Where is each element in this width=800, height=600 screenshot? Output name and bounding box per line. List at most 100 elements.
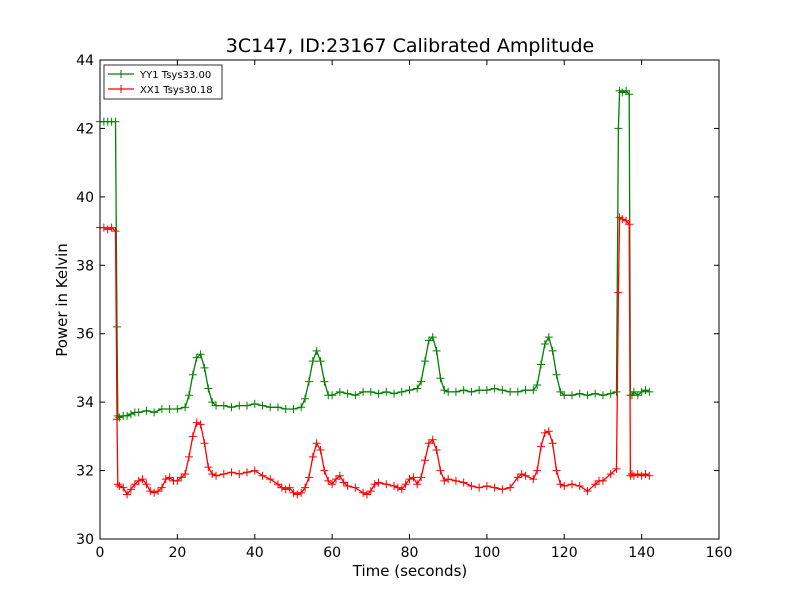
data-point (405, 386, 414, 395)
data-point (297, 403, 306, 412)
data-point (150, 488, 159, 497)
data-point (146, 487, 155, 496)
y-axis-title: Power in Kelvin (53, 243, 71, 357)
y-tick-label: 36 (76, 327, 94, 343)
data-point (490, 384, 499, 393)
data-point (506, 387, 515, 396)
data-point (436, 374, 445, 383)
data-point (498, 386, 507, 395)
data-point (409, 473, 418, 482)
data-point (119, 483, 128, 492)
data-point (612, 387, 621, 396)
data-point (490, 483, 499, 492)
data-point (273, 480, 282, 489)
data-point (521, 471, 530, 480)
data-point (637, 387, 646, 396)
data-point (417, 473, 426, 482)
data-point (324, 476, 333, 485)
data-point (181, 469, 190, 478)
data-point (227, 403, 236, 412)
data-point (258, 471, 267, 480)
data-point (235, 469, 244, 478)
data-point (192, 353, 201, 362)
data-point (374, 478, 383, 487)
data-point (351, 391, 360, 400)
data-point (529, 475, 538, 484)
data-point (308, 357, 317, 366)
data-point (142, 406, 151, 415)
data-point (645, 387, 654, 396)
data-point (304, 377, 313, 386)
data-point (366, 387, 375, 396)
y-tick-label: 32 (76, 464, 94, 480)
x-tick-label: 140 (628, 545, 655, 561)
data-point (424, 336, 433, 345)
data-point (157, 404, 166, 413)
data-point (212, 401, 221, 410)
data-point (297, 488, 306, 497)
data-point (637, 471, 646, 480)
data-point (544, 427, 553, 436)
data-point (444, 387, 453, 396)
data-point (289, 404, 298, 413)
data-point (281, 485, 290, 494)
data-point (281, 404, 290, 413)
data-point (196, 350, 205, 359)
data-point (103, 225, 112, 234)
x-tick-label: 120 (551, 545, 578, 561)
data-point (123, 411, 132, 420)
data-point (343, 481, 352, 490)
data-point (517, 469, 526, 478)
data-point (390, 481, 399, 490)
data-point (645, 471, 654, 480)
data-point (606, 389, 615, 398)
data-point (482, 386, 491, 395)
data-point (219, 469, 228, 478)
data-point (123, 490, 132, 499)
y-tick-label: 38 (76, 258, 94, 274)
data-point (328, 480, 337, 489)
data-point (529, 386, 538, 395)
data-point (150, 408, 159, 417)
data-point (432, 346, 441, 355)
data-point (111, 117, 120, 126)
chart-title: 3C147, ID:23167 Calibrated Amplitude (226, 35, 594, 57)
data-point (316, 357, 325, 366)
y-tick-label: 40 (76, 190, 94, 206)
data-point (583, 391, 592, 400)
x-tick-label: 0 (96, 545, 105, 561)
data-point (560, 481, 569, 490)
data-point (537, 442, 546, 451)
data-point (397, 387, 406, 396)
data-point (625, 220, 634, 229)
data-point (540, 339, 549, 348)
y-tick-label: 30 (76, 532, 94, 548)
data-point (200, 363, 209, 372)
data-point (181, 403, 190, 412)
data-point (362, 490, 371, 499)
data-point (432, 446, 441, 455)
data-point (212, 471, 221, 480)
data-point (111, 227, 120, 236)
data-point (482, 481, 491, 490)
data-point (328, 391, 337, 400)
data-point (552, 370, 561, 379)
data-point (227, 468, 236, 477)
data-point (115, 481, 124, 490)
data-point (575, 481, 584, 490)
data-point (641, 469, 650, 478)
data-point (552, 466, 561, 475)
data-point (475, 483, 484, 492)
data-point (405, 475, 414, 484)
y-tick-label: 42 (76, 121, 94, 137)
data-point (440, 386, 449, 395)
data-point (467, 387, 476, 396)
data-point (575, 389, 584, 398)
data-point (196, 420, 205, 429)
data-point (208, 469, 217, 478)
data-point (134, 476, 143, 485)
data-point (513, 387, 522, 396)
data-point (285, 483, 294, 492)
x-tick-label: 40 (246, 545, 264, 561)
